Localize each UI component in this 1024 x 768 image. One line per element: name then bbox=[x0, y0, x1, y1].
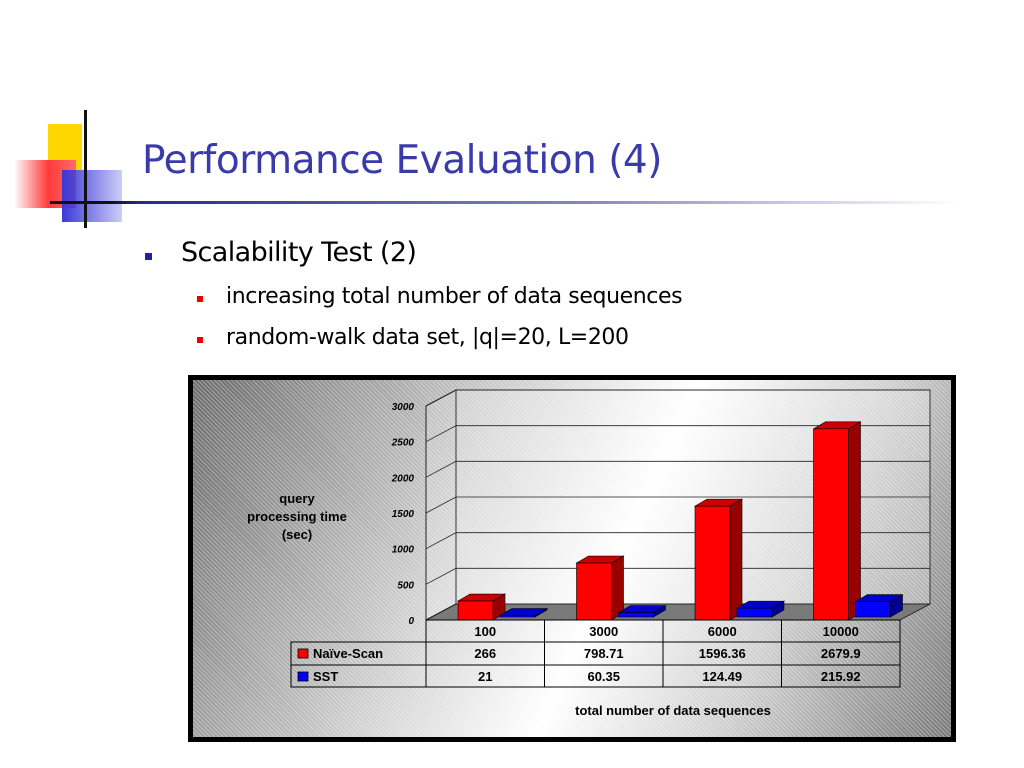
gridline bbox=[425, 425, 930, 443]
x-axis-label: total number of data sequences bbox=[575, 703, 771, 718]
y-tick-label: 2500 bbox=[391, 438, 415, 449]
data-label: 124.49 bbox=[702, 669, 742, 684]
bar-sst bbox=[499, 615, 536, 618]
data-label: 1596.36 bbox=[699, 646, 746, 661]
legend-swatch-naive-scan bbox=[297, 648, 309, 659]
decorative-vertical-line bbox=[84, 110, 87, 228]
bar-sst bbox=[736, 607, 773, 618]
bar-sst bbox=[855, 601, 891, 618]
sub-bullet-random-walk: random-walk data set, |q|=20, L=200 bbox=[226, 325, 629, 350]
x-category-label: 10000 bbox=[823, 624, 859, 639]
chart-frame: 0 500 1000 1500 2000 2500 3000 query processing … bbox=[188, 375, 956, 742]
slide-title: Performance Evaluation (4) bbox=[142, 138, 662, 183]
bar-chart: 0 500 1000 1500 2000 2500 3000 query processing … bbox=[247, 389, 931, 718]
y-axis-label-line: query bbox=[279, 491, 315, 506]
data-label: 798.71 bbox=[584, 646, 624, 661]
decorative-blue-square bbox=[62, 170, 122, 222]
bar-naive-scan bbox=[576, 562, 612, 621]
y-tick-label: 0 bbox=[408, 616, 414, 627]
data-label: 60.35 bbox=[587, 669, 620, 684]
gridline bbox=[425, 389, 930, 407]
y-tick-label: 3000 bbox=[392, 402, 415, 413]
legend-swatch-sst bbox=[297, 671, 309, 682]
sub-bullet-increasing-sequences: increasing total number of data sequence… bbox=[226, 284, 683, 309]
gridline bbox=[425, 567, 930, 585]
legend-label-naive-scan: Naïve-Scan bbox=[313, 646, 383, 661]
x-category-label: 100 bbox=[474, 624, 496, 639]
data-label: 266 bbox=[474, 646, 496, 661]
gridline bbox=[425, 532, 930, 550]
bar-side-naive-scan bbox=[611, 555, 624, 621]
sub-bullet-square-icon bbox=[197, 296, 203, 302]
bar-sst bbox=[618, 612, 654, 618]
bullet-square-icon bbox=[145, 253, 152, 260]
sub-bullet-square-icon bbox=[197, 337, 203, 343]
bar-naive-scan bbox=[457, 600, 494, 621]
bar-side-naive-scan bbox=[848, 421, 861, 621]
y-tick-label: 500 bbox=[397, 580, 414, 591]
y-tick-label: 1000 bbox=[392, 545, 415, 556]
y-tick-label: 1500 bbox=[392, 509, 415, 520]
bar-naive-scan bbox=[694, 505, 731, 621]
data-label: 2679.9 bbox=[821, 646, 861, 661]
gridline bbox=[425, 460, 930, 478]
bullet-scalability-test: Scalability Test (2) bbox=[181, 237, 417, 268]
title-underline bbox=[50, 201, 960, 204]
data-label: 21 bbox=[478, 669, 492, 684]
gridline bbox=[425, 496, 930, 514]
bar-naive-scan bbox=[813, 428, 849, 621]
data-label: 215.92 bbox=[821, 669, 861, 684]
y-axis-label-line: (sec) bbox=[282, 527, 312, 542]
bar-side-naive-scan bbox=[729, 498, 743, 621]
x-category-label: 6000 bbox=[708, 624, 737, 639]
y-axis-label-line: processing time bbox=[247, 509, 347, 524]
legend-label-sst: SST bbox=[313, 669, 338, 684]
x-category-label: 3000 bbox=[589, 624, 618, 639]
y-tick-label: 2000 bbox=[391, 473, 415, 484]
